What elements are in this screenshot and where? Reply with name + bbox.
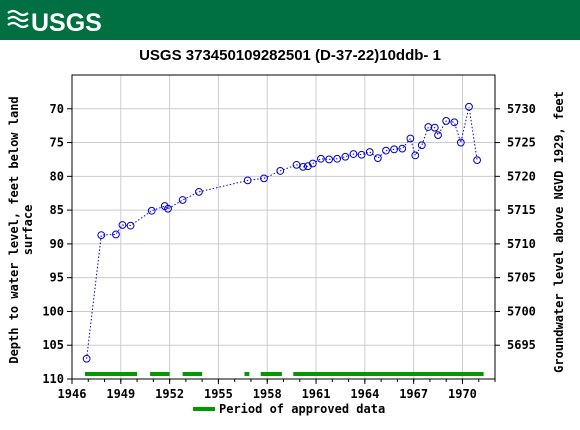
usgs-banner [0, 0, 580, 40]
legend: Period of approved data [193, 402, 385, 416]
x-tick-label: 1967 [399, 387, 428, 401]
approved-period-bar [260, 372, 282, 376]
x-tick-label: 1958 [253, 387, 282, 401]
legend-label: Period of approved data [219, 402, 385, 416]
y-right-tick-label: 5700 [507, 304, 536, 318]
x-tick-label: 1970 [448, 387, 477, 401]
approved-periods [85, 372, 484, 376]
grid [71, 75, 495, 380]
x-tick-label: 1949 [106, 387, 135, 401]
y-left-tick-label: 100 [42, 304, 64, 318]
data-point [260, 174, 268, 183]
data-point [349, 150, 358, 158]
data-point [112, 230, 120, 239]
x-tick-label: 1964 [350, 387, 379, 401]
y-right-tick-label: 5695 [507, 338, 536, 352]
data-point [473, 156, 482, 165]
y-right-tick-label: 5725 [507, 136, 536, 150]
y-left-tick-label: 80 [50, 169, 64, 183]
data-point [243, 176, 252, 185]
y-left-tick-label: 75 [50, 136, 64, 150]
data-point [456, 138, 465, 147]
y-right-tick-label: 5705 [507, 271, 536, 285]
x-tick-label: 1952 [155, 387, 184, 401]
y-right-tick-label: 5730 [507, 102, 536, 116]
data-point [341, 152, 350, 161]
y-right-tick-label: 5710 [507, 237, 536, 251]
data-point [365, 148, 374, 156]
data-point [333, 154, 342, 163]
data-point [434, 131, 442, 140]
approved-period-bar [293, 372, 484, 376]
data-point [357, 150, 366, 159]
y-left-tick-label: 105 [42, 338, 64, 352]
y-left-tick-label: 90 [50, 237, 64, 251]
plot-area [71, 74, 496, 380]
data-point [126, 221, 135, 230]
data-series [82, 102, 482, 363]
data-point [398, 144, 407, 153]
usgs-wave-icon [7, 9, 29, 29]
data-point [465, 102, 473, 111]
y-axis-left-label-line2: surface [21, 205, 35, 256]
data-point [442, 117, 451, 125]
approved-period-bar [150, 372, 170, 376]
data-point [411, 151, 420, 160]
data-point [308, 159, 317, 168]
data-point [450, 118, 459, 127]
usgs-logo: USGS [7, 9, 102, 37]
data-point [325, 155, 333, 164]
y-left-tick-label: 95 [50, 271, 64, 285]
data-point [373, 154, 382, 162]
data-point [164, 204, 172, 213]
data-point [195, 187, 203, 196]
data-point [406, 134, 415, 143]
y-left-tick-label: 85 [50, 203, 64, 217]
y-axis-right-label: Groundwater level above NGVD 1929, feet [552, 91, 566, 373]
data-point [317, 154, 325, 163]
data-point [299, 162, 307, 171]
x-tick-label: 1961 [302, 387, 331, 401]
series-line [86, 106, 478, 359]
approved-period-bar [244, 372, 250, 376]
data-point [97, 231, 106, 240]
y-right-tick-label: 5720 [507, 169, 536, 183]
approved-period-bar [182, 372, 203, 376]
data-point [430, 123, 439, 132]
data-point [82, 354, 91, 363]
data-point [417, 141, 426, 150]
data-point [118, 221, 127, 229]
y-axis-left-label-line1: Depth to water level, feet below land [7, 96, 21, 363]
approved-period-bar [85, 372, 138, 376]
usgs-logo-text: USGS [31, 9, 102, 37]
data-point [276, 167, 285, 175]
data-point [382, 146, 390, 155]
y-right-tick-label: 5715 [507, 203, 536, 217]
y-left-tick-label: 70 [50, 102, 64, 116]
y-left-tick-label: 110 [42, 372, 64, 386]
data-point [178, 196, 187, 204]
axes-ticks: 1946 1949 1952 1955 1958 1961 1964 1967 1970 70 75… [42, 102, 536, 401]
data-point [147, 206, 156, 215]
chart-title: USGS 373450109282501 (D-37-22)10ddb- 1 [139, 47, 441, 64]
legend-swatch [193, 407, 215, 411]
x-tick-label: 1955 [204, 387, 233, 401]
x-tick-label: 1946 [58, 387, 87, 401]
data-point [390, 145, 399, 154]
